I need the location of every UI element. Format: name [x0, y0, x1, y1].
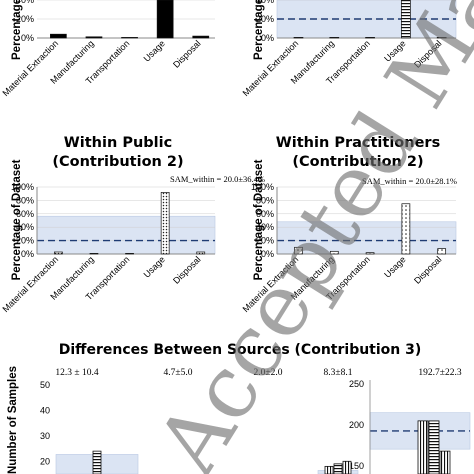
- within-practitioners-bar: [365, 252, 375, 255]
- within-practitioners-annotation: SAM_within = 20.0±28.1%: [362, 176, 457, 186]
- between-left-ytick-label: 20: [40, 456, 50, 466]
- top-right-ytick-label: 20%: [256, 14, 274, 24]
- within-public-annotation: SAM_within = 20.0±36.4%: [170, 174, 265, 184]
- within-practitioners-subtitle: (Contribution 2): [292, 154, 423, 170]
- top-left-ylabel: Percentage: [11, 0, 23, 60]
- within-practitioners-category-label: Disposal: [412, 254, 443, 285]
- top-left-ytick-label: 20%: [16, 14, 34, 24]
- within-public-std-band: [36, 215, 216, 255]
- top-left-ytick-label: 0%: [21, 33, 34, 43]
- top-left-category-label: Material Extraction: [0, 38, 60, 98]
- between-group-annotation: 192.7±22.3: [418, 368, 461, 378]
- top-left-ytick-label: 40%: [16, 0, 34, 5]
- top-left-bar: [192, 35, 210, 39]
- top-right-bar: [329, 37, 340, 39]
- top-left-bar: [156, 0, 174, 39]
- top-right-ylabel: Percentage: [253, 0, 265, 60]
- within-public-ytick-label: 20%: [16, 236, 34, 246]
- between-right-ytick-label: 200: [349, 420, 364, 430]
- within-practitioners-bar: [294, 246, 303, 255]
- top-right-bar: [365, 37, 375, 39]
- within-public-bar: [89, 253, 99, 255]
- within-public-ytick-label: 0%: [21, 249, 34, 259]
- between-right-ytick-label: 250: [349, 379, 364, 389]
- top-right-category-label: Material Extraction: [241, 38, 301, 98]
- top-right-bar: [293, 37, 304, 39]
- between-left-ytick-label: 30: [40, 431, 50, 441]
- within-public-bar: [160, 192, 170, 255]
- within-practitioners-bar: [401, 203, 411, 255]
- within-public-ytick-label: 100%: [11, 182, 34, 192]
- within-practitioners-ytick-label: 80%: [256, 195, 274, 205]
- between-left-ytick-label: 40: [40, 405, 50, 415]
- within-public-subtitle: (Contribution 2): [52, 154, 183, 170]
- between-sources-title: Differences Between Sources (Contributio…: [59, 342, 422, 358]
- top-right-ytick-label: 0%: [261, 33, 274, 43]
- between-bar: [324, 465, 334, 474]
- top-left-bar: [85, 36, 103, 39]
- between-group-annotation: 8.3±8.1: [324, 368, 353, 378]
- between-sources-ylabel: Number of Samples: [7, 366, 19, 474]
- within-public-ytick-label: 80%: [16, 195, 34, 205]
- within-practitioners-bar: [329, 250, 339, 255]
- within-practitioners-ytick-label: 60%: [256, 209, 274, 219]
- top-left-plot: 0%20%40%Material ExtractionManufacturing…: [0, 0, 215, 98]
- within-practitioners-ytick-label: 20%: [256, 236, 274, 246]
- within-public-bar: [54, 251, 63, 255]
- within-public-title: Within Public: [64, 135, 172, 151]
- between-left-ytick-label: 50: [40, 380, 50, 390]
- within-public-category-label: Usage: [142, 254, 167, 279]
- within-public-category-label: Disposal: [171, 254, 202, 285]
- within-practitioners-ylabel: Percentage of Dataset: [253, 159, 265, 280]
- within-public-bar: [125, 253, 134, 255]
- within-public-ytick-label: 40%: [16, 222, 34, 232]
- between-bar: [342, 460, 352, 474]
- between-bar: [333, 463, 343, 474]
- within-public-category-label: Material Extraction: [0, 254, 60, 314]
- between-sources-plot: 20 30 40 50 150 200 250 12.3 ± 10.4 4.7±5.0 2.0±2…: [40, 368, 471, 474]
- within-public-plot: 0%20%40%60%80%100%Material ExtractionMan…: [0, 182, 216, 314]
- between-bar: [417, 420, 429, 474]
- top-right-bar: [401, 0, 411, 39]
- between-group-annotation: 12.3 ± 10.4: [55, 368, 98, 378]
- within-public-ylabel: Percentage of Dataset: [11, 159, 23, 280]
- within-practitioners-title: Within Practitioners: [276, 135, 440, 151]
- top-right-bar: [436, 37, 447, 39]
- within-public-ytick-label: 60%: [16, 209, 34, 219]
- between-group-annotation: 4.7±5.0: [164, 368, 193, 378]
- within-practitioners-ytick-label: 0%: [261, 249, 274, 259]
- top-left-bar: [121, 37, 138, 39]
- top-left-category-label: Usage: [142, 38, 167, 63]
- within-practitioners-ytick-label: 40%: [256, 222, 274, 232]
- between-bar: [428, 420, 440, 474]
- within-practitioners-ytick-label: 100%: [251, 182, 274, 192]
- between-right-ytick-label: 150: [349, 461, 364, 471]
- within-public-bar: [196, 251, 206, 255]
- between-group-annotation: 2.0±2.0: [254, 368, 283, 378]
- between-bar: [92, 450, 102, 474]
- between-bar: [439, 450, 451, 474]
- top-left-category-label: Disposal: [171, 38, 202, 69]
- top-left-bar: [50, 33, 67, 39]
- within-practitioners-bar: [437, 248, 447, 255]
- within-practitioners-category-label: Usage: [382, 254, 407, 279]
- top-right-ytick-label: 40%: [256, 0, 274, 5]
